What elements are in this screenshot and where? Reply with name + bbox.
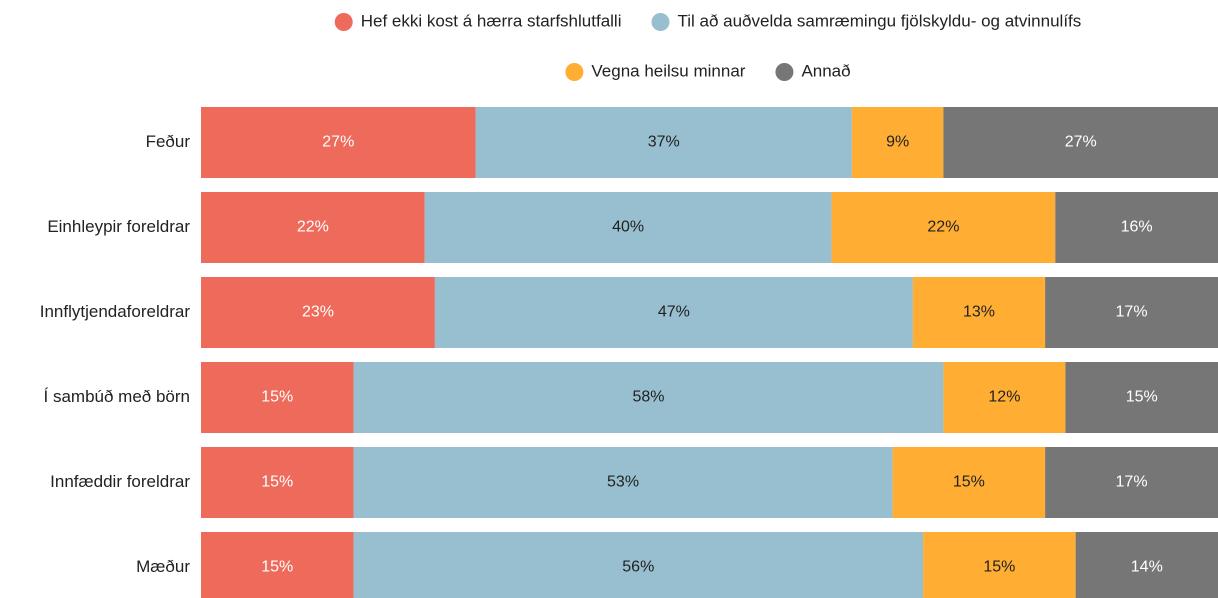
data-label: 16%	[1121, 219, 1153, 236]
data-label: 15%	[261, 389, 293, 406]
data-label: 37%	[648, 134, 680, 151]
bar-segment	[353, 447, 893, 518]
legend-swatch	[565, 63, 584, 81]
bar-segment	[1055, 192, 1218, 263]
data-label: 56%	[622, 559, 654, 576]
category-label: Í sambúð með börn	[44, 387, 190, 406]
data-label: 22%	[927, 219, 959, 236]
data-label: 23%	[302, 304, 334, 321]
bar-segment	[201, 532, 354, 598]
bar-segment	[1045, 447, 1218, 518]
data-label: 58%	[632, 389, 664, 406]
data-label: 22%	[297, 219, 329, 236]
legend-label: Hef ekki kost á hærra starfshlutfalli	[361, 11, 622, 30]
data-label: 47%	[658, 304, 690, 321]
bar-segment	[892, 447, 1046, 518]
bar-segment	[201, 447, 354, 518]
bar-segment	[1065, 362, 1218, 433]
bar-segment	[201, 107, 476, 178]
data-label: 9%	[886, 134, 909, 151]
bar-segment	[201, 192, 425, 263]
bar-segment	[943, 362, 1066, 433]
bar-segment	[912, 277, 1046, 348]
data-label: 27%	[1065, 134, 1097, 151]
legend-label: Vegna heilsu minnar	[591, 61, 745, 80]
category-label: Innflytjendaforeldrar	[40, 302, 191, 321]
data-label: 15%	[261, 474, 293, 491]
bar-segment	[943, 107, 1218, 178]
category-label: Mæður	[136, 557, 190, 576]
bar-segment	[923, 532, 1076, 598]
bar-segment	[434, 277, 913, 348]
data-label: 27%	[322, 134, 354, 151]
category-label: Innfæddir foreldrar	[50, 472, 190, 491]
bar-segment	[831, 192, 1056, 263]
data-label: 15%	[983, 559, 1015, 576]
legend-swatch	[651, 13, 670, 31]
data-label: 12%	[988, 389, 1020, 406]
data-label: 13%	[963, 304, 995, 321]
bar-segment	[201, 277, 435, 348]
legend-label: Annað	[801, 61, 850, 80]
category-label: Feður	[146, 132, 191, 151]
bar-segment	[475, 107, 852, 178]
bar-segment	[353, 362, 944, 433]
bar-segment	[353, 532, 924, 598]
category-label: Einhleypir foreldrar	[47, 217, 190, 236]
bar-segment	[201, 362, 354, 433]
data-label: 17%	[1116, 304, 1148, 321]
data-label: 17%	[1116, 474, 1148, 491]
data-label: 53%	[607, 474, 639, 491]
legend-swatch	[334, 13, 353, 31]
bar-segment	[1075, 532, 1218, 598]
bar-segment	[424, 192, 832, 263]
legend-swatch	[775, 63, 794, 81]
legend-label: Til að auðvelda samræmingu fjölskyldu- o…	[677, 11, 1081, 30]
data-label: 15%	[953, 474, 985, 491]
data-label: 15%	[1126, 389, 1158, 406]
data-label: 15%	[261, 559, 293, 576]
data-label: 40%	[612, 219, 644, 236]
data-label: 14%	[1131, 559, 1163, 576]
bar-segment	[851, 107, 944, 178]
bar-segment	[1045, 277, 1218, 348]
